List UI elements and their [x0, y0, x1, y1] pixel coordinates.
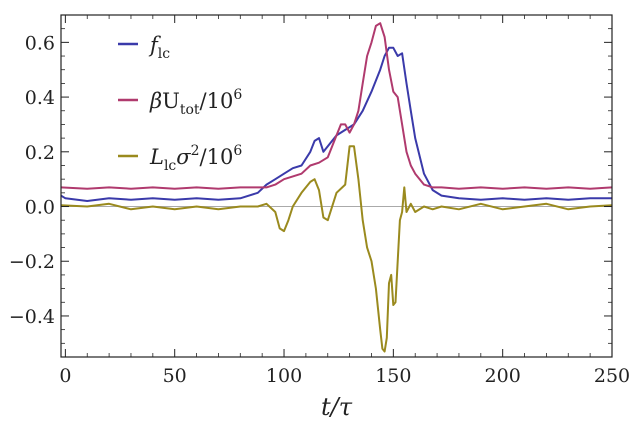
x-tick-label: 200 — [485, 365, 521, 387]
y-tick-label: 0.4 — [25, 87, 55, 109]
y-tick-label: −0.2 — [9, 251, 55, 273]
x-tick-label: 0 — [59, 365, 71, 387]
legend-label-0: flc — [148, 33, 170, 62]
y-tick-label: 0.0 — [25, 197, 55, 219]
x-tick-label: 250 — [594, 365, 630, 387]
y-tick-label: 0.2 — [25, 142, 55, 164]
plot-frame — [60, 14, 613, 358]
x-tick-label: 100 — [266, 365, 302, 387]
legend: flc βUtot/106 Llcσ2/106 — [118, 33, 242, 174]
y-tick-label: 0.6 — [25, 32, 55, 54]
legend-label-1: βUtot/106 — [149, 87, 242, 118]
axes: 0 50 100 150 200 250 −0.4 −0.2 0.0 0.2 0.4 0.6 — [9, 14, 630, 387]
series-line-0 — [61, 46, 612, 202]
series-line-1 — [61, 22, 612, 190]
x-tick-label: 50 — [163, 365, 187, 387]
series-line-2 — [61, 145, 612, 353]
legend-label-2: Llcσ2/106 — [149, 143, 242, 174]
y-tick-label: −0.4 — [9, 306, 55, 328]
x-axis-label: t/τ — [321, 393, 353, 421]
x-tick-label: 150 — [375, 365, 411, 387]
